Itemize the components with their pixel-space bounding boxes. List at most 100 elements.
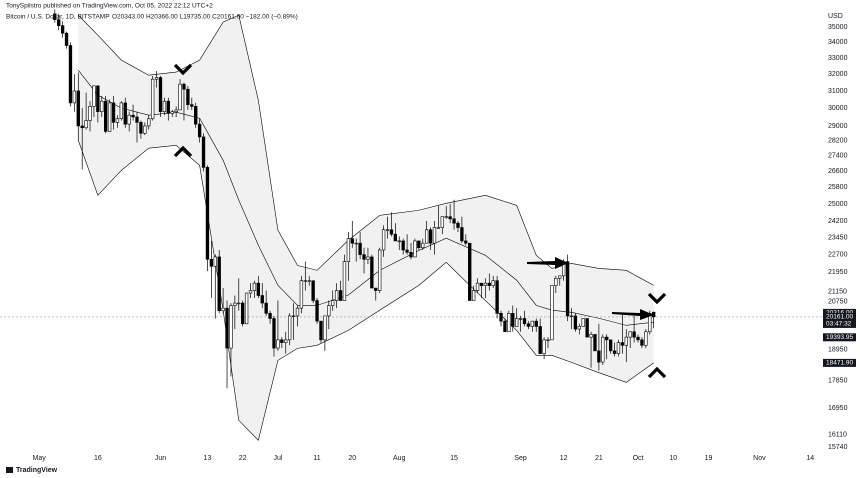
candle-body <box>123 102 127 125</box>
candle-body <box>68 45 73 104</box>
candle-body <box>197 123 202 138</box>
candle-body <box>518 318 523 320</box>
candle-body <box>272 318 276 349</box>
plot-area: 35000 34000 33000 32000 31000 30000 29000 28200… <box>0 9 848 462</box>
x-tick-label: Nov <box>753 455 766 462</box>
candle-body <box>608 339 613 352</box>
chevron-down <box>647 292 667 305</box>
y-tick-label: 29000 <box>828 123 848 130</box>
candle-body <box>471 290 476 301</box>
x-tick-label: Jul <box>273 455 282 462</box>
candle-body <box>233 302 237 306</box>
candle-body <box>526 323 531 327</box>
y-tick-label: 35000 <box>828 24 848 31</box>
x-tick-label: Sep <box>514 455 527 462</box>
candle-body <box>143 125 147 134</box>
candle-body <box>616 342 621 354</box>
price-label-box <box>823 312 856 321</box>
y-tick-label: 15740 <box>828 444 848 451</box>
chevron-up <box>173 145 193 158</box>
candle-body <box>107 102 112 132</box>
candle-body <box>252 282 257 291</box>
candle-body <box>64 32 69 46</box>
y-tick-label: 33000 <box>828 55 848 62</box>
candle-body <box>495 280 499 314</box>
author-line: TonySpilstro published on TradingView.co… <box>6 3 213 10</box>
x-tick-label: 12 <box>560 455 568 462</box>
candle-body <box>229 305 233 349</box>
y-tick-label: 27400 <box>828 153 848 160</box>
x-tick-label: 11 <box>313 455 320 462</box>
candle-body <box>358 242 362 255</box>
y-tick-label: 32000 <box>828 71 848 78</box>
candle-body <box>182 83 186 90</box>
candle-body <box>178 83 182 111</box>
candle-body <box>147 118 151 127</box>
price-label-box <box>823 333 856 342</box>
candle-body <box>475 282 480 291</box>
candle-body <box>620 342 625 346</box>
candle-body <box>428 229 433 244</box>
candle-body <box>421 242 425 249</box>
price-label: 20161.00 <box>826 314 853 321</box>
candle-body <box>370 256 374 289</box>
candle-body <box>640 339 644 346</box>
y-tick-label: 28200 <box>828 137 848 144</box>
candle-body <box>92 85 96 107</box>
candle-body <box>217 256 221 312</box>
countdown: 03:47:32 <box>826 321 852 328</box>
band-fill <box>78 15 654 441</box>
price-label: 19393.95 <box>826 334 853 341</box>
candle-body <box>565 261 570 317</box>
candle-body <box>432 227 437 244</box>
candle-body <box>104 100 108 132</box>
candle-body <box>644 331 648 346</box>
candle-body <box>585 318 589 338</box>
candle-body <box>295 307 300 317</box>
price-label: 18471.90 <box>826 360 853 367</box>
candle-body <box>209 258 214 267</box>
candle-body <box>158 77 163 112</box>
logo-text: TradingView <box>16 467 58 474</box>
candle-body <box>323 315 327 341</box>
candle-body <box>311 280 315 301</box>
y-tick-label: 24200 <box>828 218 848 225</box>
candle-body <box>264 302 268 314</box>
x-tick-label: 16 <box>94 455 102 462</box>
y-tick-label: 25800 <box>828 184 848 191</box>
candle-body <box>448 216 452 220</box>
countdown-box <box>823 319 856 328</box>
candle-body <box>80 125 84 129</box>
x-tick-label: Jun <box>155 455 166 462</box>
candle-body <box>522 318 527 325</box>
candle-body <box>362 254 366 260</box>
candle-body <box>573 315 578 330</box>
candle-body <box>241 302 245 325</box>
y-tick-label: 17850 <box>828 378 848 385</box>
annotations <box>173 63 667 379</box>
candle-body <box>319 320 323 341</box>
y-tick-label: 34000 <box>828 39 848 46</box>
candle-body <box>554 277 558 286</box>
candle-body <box>338 290 343 301</box>
candle-body <box>401 240 405 251</box>
candle-body <box>378 249 382 291</box>
y-tick-label: 18950 <box>828 346 848 353</box>
y-tick-label: 16110 <box>828 432 847 439</box>
candle-body <box>479 282 484 286</box>
candle-body <box>381 229 386 251</box>
candle-body <box>284 339 288 343</box>
candle-body <box>53 13 57 21</box>
arrow <box>612 309 654 320</box>
y-tick-label: 16950 <box>828 405 848 412</box>
logo-icon <box>6 467 13 473</box>
candle-body <box>569 315 574 318</box>
candle-body <box>452 218 456 224</box>
candle-body <box>150 78 155 120</box>
y-tick-label: 26600 <box>828 168 848 175</box>
candle-body <box>115 118 120 123</box>
x-tick-label: 13 <box>204 455 212 462</box>
candle-body <box>205 167 210 260</box>
candle-body <box>577 326 581 330</box>
x-tick-label: Aug <box>393 455 406 462</box>
